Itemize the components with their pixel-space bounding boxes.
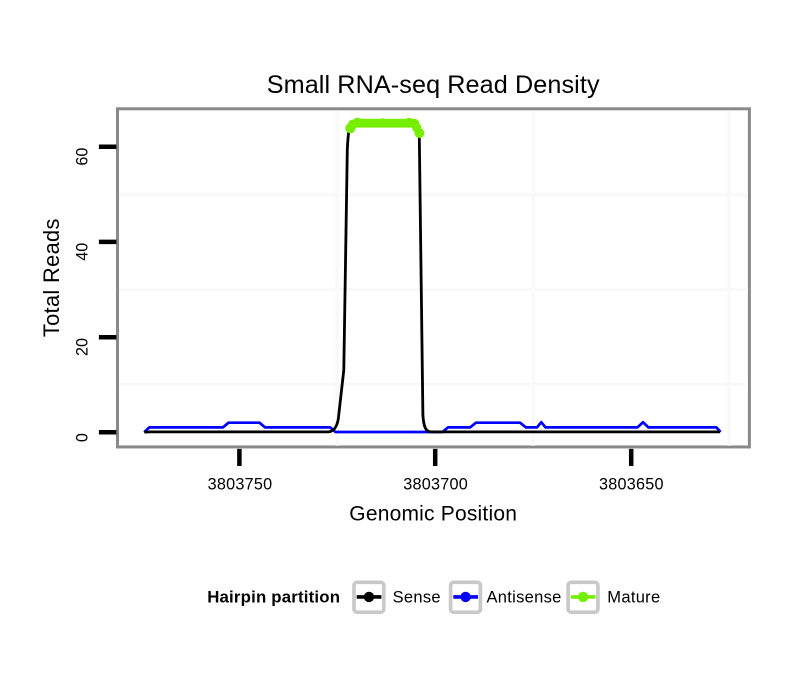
svg-text:0: 0 xyxy=(74,433,92,442)
svg-text:Total Reads: Total Reads xyxy=(39,218,64,337)
svg-text:20: 20 xyxy=(74,338,92,356)
svg-text:Mature: Mature xyxy=(607,588,660,606)
svg-text:3803750: 3803750 xyxy=(208,475,273,493)
svg-text:60: 60 xyxy=(74,148,92,166)
svg-text:Hairpin partition: Hairpin partition xyxy=(207,587,340,606)
svg-text:Genomic Position: Genomic Position xyxy=(349,502,517,525)
svg-text:3803650: 3803650 xyxy=(599,475,664,493)
svg-text:Sense: Sense xyxy=(393,588,441,606)
svg-text:40: 40 xyxy=(74,243,92,261)
svg-text:3803700: 3803700 xyxy=(403,475,468,493)
svg-text:Antisense: Antisense xyxy=(487,588,562,606)
svg-text:Small RNA-seq Read Density: Small RNA-seq Read Density xyxy=(267,71,600,99)
